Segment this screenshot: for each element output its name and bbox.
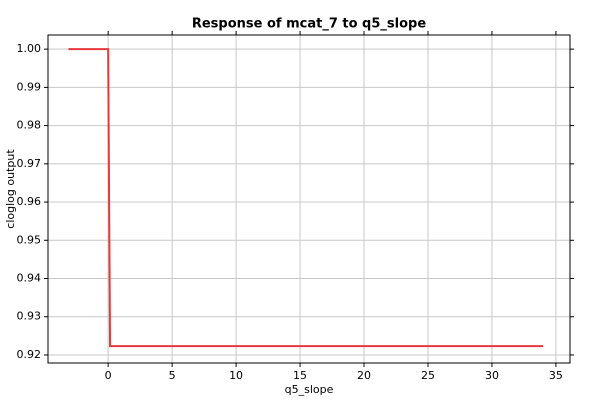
x-tick-label: 0 [105,369,112,382]
x-tick-label: 10 [229,369,243,382]
y-tick-label: 0.95 [17,233,42,246]
x-tick-label: 20 [357,369,371,382]
y-tick-label: 1.00 [17,42,42,55]
plot-frame [47,34,571,364]
y-tick-label: 0.99 [17,80,42,93]
x-tick-label: 5 [169,369,176,382]
y-axis-label: cloglog output [4,149,17,229]
x-tick-label: 15 [293,369,307,382]
y-tick-label: 0.93 [17,310,42,323]
y-tick-label: 0.98 [17,119,42,132]
line-series [68,48,544,348]
y-tick-label: 0.94 [17,272,42,285]
x-tick-label: 30 [485,369,499,382]
x-tick-label: 35 [549,369,563,382]
y-tick-label: 0.92 [17,348,42,361]
x-tick-label: 25 [421,369,435,382]
x-axis-label: q5_slope [285,383,334,396]
y-tick-label: 0.96 [17,195,42,208]
y-tick-label: 0.97 [17,157,42,170]
chart-title: Response of mcat_7 to q5_slope [192,17,427,32]
